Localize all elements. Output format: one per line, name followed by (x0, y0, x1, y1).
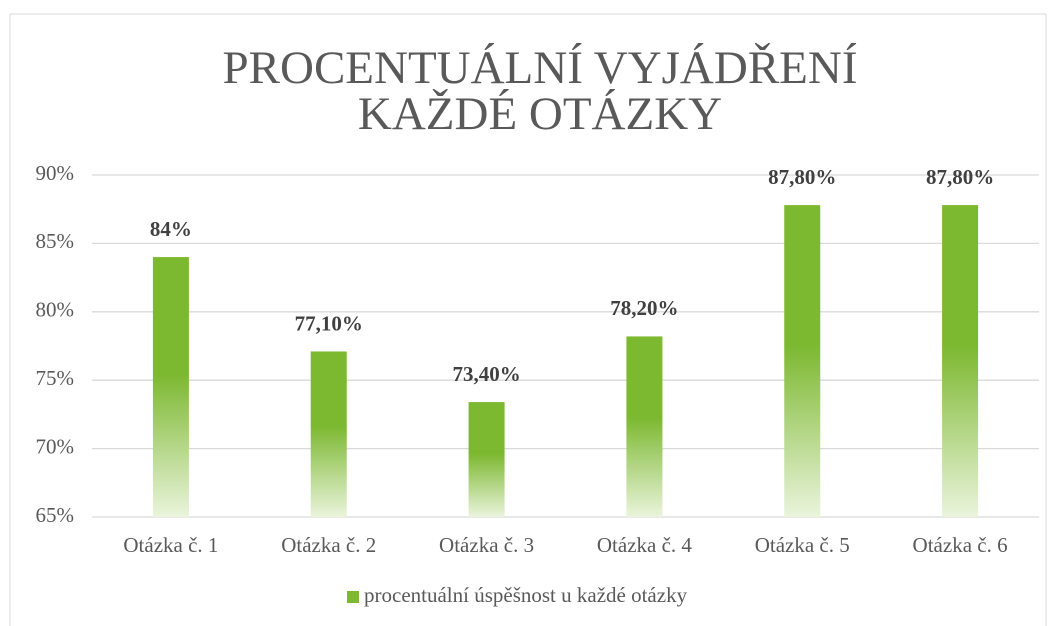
x-tick-label: Otázka č. 5 (755, 533, 850, 557)
bar (942, 205, 979, 517)
legend-swatch (347, 591, 359, 603)
legend-label: procentuální úspěšnost u každé otázky (364, 583, 688, 607)
bar (152, 257, 189, 517)
chart-title: KAŽDÉ OTÁZKY (358, 88, 722, 140)
x-tick-label: Otázka č. 3 (439, 533, 534, 557)
chart-title: PROCENTUÁLNÍ VYJÁDŘENÍ (223, 42, 858, 94)
x-tick-label: Otázka č. 1 (123, 533, 218, 557)
x-tick-label: Otázka č. 2 (281, 533, 376, 557)
data-label: 87,80% (926, 165, 994, 189)
data-label: 78,20% (610, 296, 678, 320)
data-label: 77,10% (295, 311, 363, 335)
y-tick-label: 70% (36, 434, 75, 458)
x-tick-label: Otázka č. 6 (913, 533, 1008, 557)
y-tick-label: 85% (36, 229, 75, 253)
bar (626, 336, 663, 517)
y-tick-label: 65% (36, 503, 75, 527)
y-tick-label: 80% (36, 298, 75, 322)
bar (468, 402, 505, 517)
x-tick-label: Otázka č. 4 (597, 533, 693, 557)
y-tick-label: 75% (36, 366, 75, 390)
data-label: 84% (150, 217, 192, 241)
y-tick-label: 90% (36, 161, 75, 185)
bar (310, 351, 347, 517)
data-label: 73,40% (452, 362, 520, 386)
chart-frame (9, 13, 1047, 626)
data-label: 87,80% (768, 165, 836, 189)
bar (784, 205, 821, 517)
